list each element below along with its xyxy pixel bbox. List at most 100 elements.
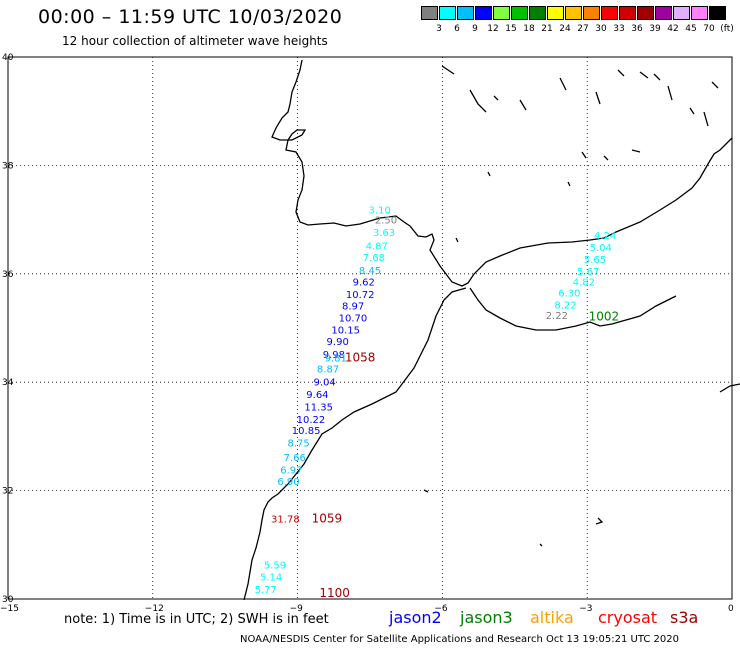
satellite-name: s3a [670,608,699,627]
wave-height-value: 5.14 [260,573,282,584]
legend-label: 70 [703,24,715,34]
wave-height-value: 10.72 [346,290,375,301]
legend-label: 9 [472,24,478,34]
wave-height-value: 5.77 [255,585,277,596]
wave-height-observations: 3.102.503.634.877.688.459.6210.728.9710.… [255,206,617,596]
wave-height-value: 9.81 [325,354,347,365]
legend-label: 45 [685,24,697,34]
credit-line: NOAA/NESDIS Center for Satellite Applica… [240,634,679,645]
wave-height-value: 6.97 [280,465,302,476]
wave-height-value: 7.68 [363,253,385,264]
morocco-atlantic-coast [243,287,467,601]
latitude-label: 36 [2,270,14,280]
wave-height-value: 10.85 [292,426,321,437]
legend-label: 15 [505,24,517,34]
legend-swatch [547,6,564,20]
wave-height-value: 9.90 [327,337,349,348]
legend-swatch [421,6,438,20]
wave-height-value: 9.04 [314,377,336,388]
legend-label: 24 [559,24,571,34]
legend-swatch [457,6,474,20]
legend-label: 27 [577,24,589,34]
legend-label: 21 [541,24,553,34]
legend-swatch [583,6,600,20]
wave-height-value: 8.87 [317,364,339,375]
wave-height-value: 10.70 [339,313,368,324]
orbit-pass-labels: 1058 1002 1059 1100 [312,309,620,599]
longitude-label: −12 [145,604,164,614]
map-frame [7,56,733,600]
coastline [243,59,740,601]
legend-label: 3 [436,24,442,34]
legend-swatch [565,6,582,20]
legend-swatch [673,6,690,20]
longitude-label: −6 [434,604,448,614]
pass-number: 1002 [589,309,620,323]
legend-swatch [691,6,708,20]
wave-height-value: 9.62 [353,278,375,289]
wave-height-value: 8.45 [359,266,381,277]
wave-height-value: 3.63 [373,228,395,239]
wave-height-value: 3.10 [369,206,391,217]
longitude-label: 0 [728,604,734,614]
wave-height-value: 6.30 [558,289,580,300]
axis-ticks: 40 38 36 34 32 30−15 −12 −9 −6 −3 0 [0,53,734,614]
legend-swatch [619,6,636,20]
spain-inland-edge [441,65,455,75]
map-subtitle: 12 hour collection of altimeter wave hei… [62,34,328,48]
morocco-med-coast [469,287,677,331]
wave-height-value: 8.22 [554,300,576,311]
legend-swatch [475,6,492,20]
pass-number: 1058 [345,351,376,365]
latitude-label: 40 [2,53,14,63]
wave-height-value: 5.67 [577,267,599,278]
longitude-label: −3 [579,604,592,614]
wave-height-value: 5.59 [264,561,286,572]
legend-swatch [709,6,726,20]
wave-height-value: 4.87 [366,241,388,252]
latitude-label: 34 [2,378,14,388]
pass-number: 1059 [312,512,343,526]
wave-height-value: 6.90 [277,477,299,488]
legend-label: 30 [595,24,607,34]
legend-swatch [493,6,510,20]
map-title: 00:00 – 11:59 UTC 10/03/2020 [38,6,343,28]
wave-height-value: 10.15 [331,325,360,336]
pass-number: 1100 [319,586,350,600]
iberia-interior-edge [469,77,709,127]
legend-swatch [439,6,456,20]
legend-label: 39 [649,24,661,34]
legend-label: 6 [454,24,460,34]
legend-swatch [637,6,654,20]
latitude-label: 30 [2,595,14,605]
latitude-label: 32 [2,487,13,497]
legend-swatch [601,6,618,20]
wave-height-value: 4.82 [573,278,595,289]
wave-height-value: 5.65 [584,255,606,266]
satellite-name: cryosat [598,608,658,627]
wave-height-value: 9.64 [306,390,328,401]
legend-label: 18 [523,24,535,34]
island-marks [423,69,740,547]
wave-height-value: 8.97 [342,302,364,313]
legend-swatch [511,6,528,20]
latitude-label: 38 [2,161,14,171]
wave-height-value: 5.04 [590,243,612,254]
satellite-name: jason2 [389,608,442,627]
iberia-coast [271,59,733,287]
satellite-name: altika [530,608,574,627]
legend-swatch [655,6,672,20]
footnote: note: 1) Time is in UTC; 2) SWH is in fe… [64,612,329,627]
longitude-label: −15 [0,604,19,614]
wave-height-value: 2.22 [546,311,568,322]
wave-height-value: 9.98 [323,350,345,361]
wave-height-value: 11.35 [304,402,333,413]
legend-label: 42 [667,24,679,34]
wave-height-value: 10.22 [297,415,326,426]
wave-height-value: 4.24 [594,231,616,242]
legend-label: 36 [631,24,643,34]
satellite-name: jason3 [460,608,513,627]
graticule [8,57,732,599]
wave-height-value: 2.50 [375,215,397,226]
longitude-label: −9 [290,604,304,614]
